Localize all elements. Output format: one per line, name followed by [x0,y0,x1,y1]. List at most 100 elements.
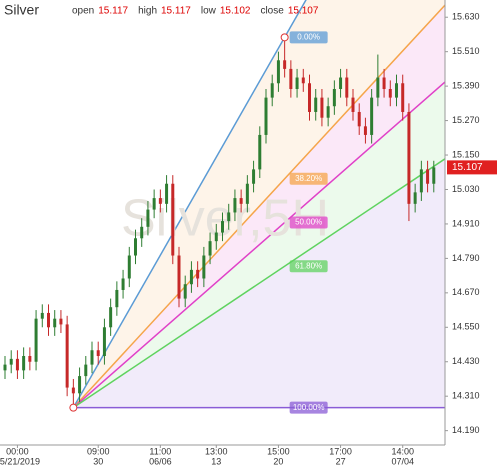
candle-body [28,356,32,362]
candle-body [40,312,44,319]
fan-label: 61.80% [289,260,328,273]
x-tick-label: 11:00 [149,446,171,456]
candle-body [289,68,293,89]
fan-label-text: 100.00% [293,403,325,412]
candle-body [121,278,125,290]
candle-body [432,167,436,184]
candle-body [283,60,287,69]
candle-body [320,97,324,118]
y-tick-label: 14.550 [452,322,480,332]
candle-body [345,77,349,98]
header-label: low [201,6,217,17]
header-value: 15.117 [161,6,191,17]
candle-body [59,318,63,325]
x-tick-date: 27 [336,456,346,466]
x-tick-date: 05/21/2019 [0,456,40,466]
fan-label-box [289,260,328,273]
header: Silver open 15.117 high 15.117 low 15.102 clos… [4,2,319,18]
candle-body [65,324,69,388]
candle-body [276,60,280,84]
y-tick-label: 15.150 [452,149,480,159]
candle-body [264,97,268,135]
candle-body [34,318,38,362]
candle-body [314,97,318,112]
candle-body [258,134,262,170]
header-value: 15.102 [220,6,251,17]
x-tick-date: 13 [211,456,221,466]
fan-label: 100.00% [289,401,328,414]
candle-body [326,106,330,118]
candle-body [3,364,7,371]
candle-body [252,169,256,184]
candle-body [395,83,398,98]
candle-body [171,183,175,256]
candle-body [140,226,144,239]
candle-body [165,183,169,204]
candle-body [90,350,94,365]
candle-body [239,198,243,204]
x-tick-date: 06/06 [149,456,172,466]
anchor-low [69,403,78,412]
header-value: 15.107 [288,6,319,17]
candle-body [332,89,336,107]
candle-body [233,198,237,213]
candle-body [221,221,224,233]
candle-body [9,358,13,365]
candle-body [227,212,231,222]
y-tick-label: 14.430 [452,356,480,366]
candle-body [47,312,50,328]
candle-body [388,89,392,98]
candle-body [339,77,343,89]
candle-body [376,77,380,98]
fan-label-box [289,172,328,185]
x-tick-label: 00:00 [6,446,29,456]
fan-label: 50.00% [289,216,328,229]
fan-label-box [289,216,328,229]
candle-body [127,255,131,279]
candle-body [426,169,430,184]
y-tick-label: 14.790 [452,253,480,263]
candle-body [96,350,100,356]
fan-line [72,3,445,409]
y-tick-label: 15.390 [452,81,480,91]
fan-label-text: 38.20% [295,174,322,183]
candle-body [351,97,355,112]
header-label: open [72,6,94,17]
candle-body [370,97,374,135]
candle-body [78,376,82,394]
x-tick-label: 15:00 [267,446,290,456]
candle-body [295,77,299,89]
candle-body [308,83,311,112]
fan-label: 38.20% [289,172,328,185]
candle-body [102,327,106,356]
y-tick-label: 14.910 [452,218,480,228]
candle-body [401,83,405,112]
fan-label-text: 0.00% [297,32,320,41]
candle-body [245,183,249,204]
symbol: Silver [4,2,39,18]
y-tick-label: 15.270 [452,115,480,125]
fan-label-text: 50.00% [295,218,322,227]
candle-body [22,356,26,371]
y-tick-label: 14.190 [452,425,480,435]
y-tick-label: 15.510 [452,46,480,56]
candle-body [189,269,193,285]
candle-body [407,111,411,204]
candle-body [146,209,150,227]
candles [3,37,436,408]
candle-body [109,307,113,328]
candle-body [208,241,212,256]
candle-body [196,269,200,279]
header-value: 15.117 [98,6,128,17]
candle-body [71,387,75,394]
candle-body [413,192,417,204]
candle-body [152,198,156,210]
y-tick-label: 14.310 [452,391,480,401]
candle-body [301,77,305,84]
candle-body [202,255,206,279]
y-tick-label: 15.630 [452,12,480,22]
candle-body [183,284,187,299]
last-price-box [447,160,497,175]
candle-body [419,169,423,193]
